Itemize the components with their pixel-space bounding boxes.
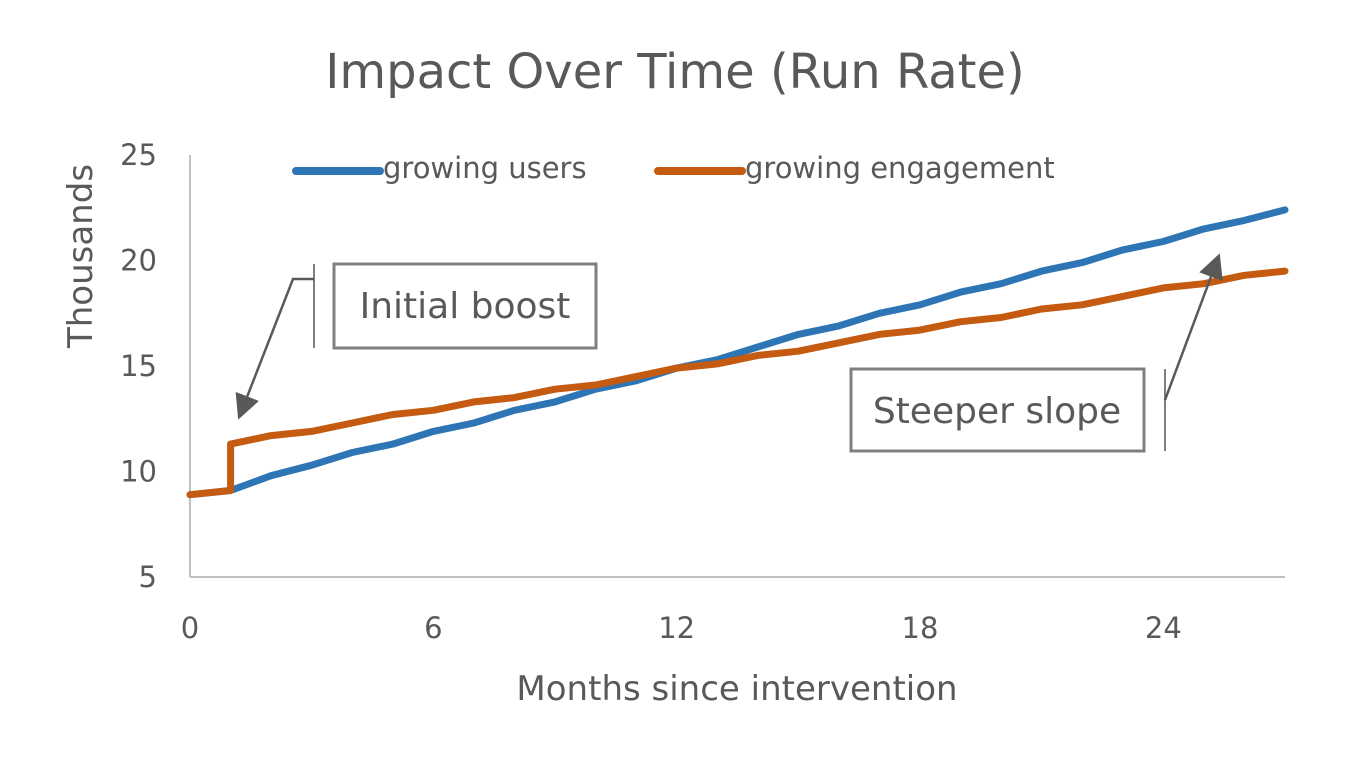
legend-label-growing-users: growing users [383, 151, 587, 185]
callout-arrow-initial-boost [235, 277, 314, 420]
callout-steeper-slope: Steeper slope [849, 253, 1223, 453]
series-line-growing-engagement [186, 267, 1289, 499]
chart-title: Impact Over Time (Run Rate) [325, 44, 1025, 100]
x-tick-label: 12 [658, 611, 695, 645]
callout-arrow-steeper-slope [1163, 253, 1223, 401]
x-tick-label: 18 [902, 611, 939, 645]
callout-text-steeper-slope: Steeper slope [873, 391, 1121, 432]
legend: growing users growing engagement [292, 151, 1055, 185]
y-tick-labels: 5 10 15 20 25 [120, 138, 157, 594]
legend-item-growing-users: growing users [292, 151, 587, 185]
callout-box-steeper-slope [849, 367, 1146, 453]
y-axis-title: Thousands [61, 164, 101, 349]
series-line-growing-users [186, 206, 1289, 499]
x-tick-label: 24 [1145, 611, 1182, 645]
axes [189, 155, 1285, 578]
callout-text-initial-boost: Initial boost [360, 286, 571, 327]
x-tick-labels: 0 6 12 18 24 [181, 611, 1182, 645]
legend-item-growing-engagement: growing engagement [654, 151, 1055, 185]
y-tick-label: 20 [120, 244, 157, 278]
y-tick-label: 5 [139, 560, 157, 594]
series-layer [186, 206, 1289, 499]
x-tick-label: 6 [424, 611, 442, 645]
y-tick-label: 15 [120, 349, 157, 383]
callout-box-initial-boost [332, 262, 598, 350]
callout-initial-boost: Initial boost [235, 262, 598, 420]
legend-label-growing-engagement: growing engagement [745, 151, 1055, 185]
x-axis-title: Months since intervention [516, 669, 957, 709]
x-tick-label: 0 [181, 611, 199, 645]
y-tick-label: 10 [120, 455, 157, 489]
y-tick-label: 25 [120, 138, 157, 172]
